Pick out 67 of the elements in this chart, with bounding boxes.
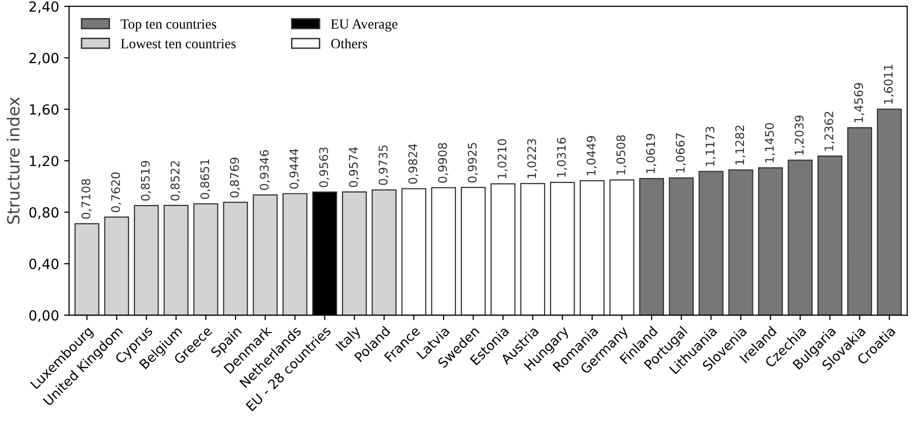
data-label: 0,9346 xyxy=(260,150,270,190)
data-label: 0,9444 xyxy=(289,148,300,189)
y-tick-label: 2,00 xyxy=(29,52,58,65)
bar xyxy=(460,186,486,316)
y-tick-label: 1,20 xyxy=(30,156,58,168)
data-label: 1,0449 xyxy=(586,136,597,176)
data-label: 0,8522 xyxy=(170,161,181,201)
bar xyxy=(223,202,248,316)
y-tick-label: 0,40 xyxy=(29,258,58,271)
bar xyxy=(342,191,367,316)
bar xyxy=(520,183,546,316)
bar xyxy=(431,187,456,316)
bar xyxy=(74,223,100,316)
data-label: 1,0508 xyxy=(616,135,626,174)
bar xyxy=(104,216,130,316)
data-label: 1,0223 xyxy=(527,139,538,178)
legend-label: EU Average xyxy=(331,19,398,32)
data-label: 1,1282 xyxy=(735,126,746,165)
y-tick-label: 0,80 xyxy=(29,207,58,220)
data-label: 1,2362 xyxy=(824,112,835,151)
legend-label: Top ten countries xyxy=(120,19,216,32)
data-label: 1,2039 xyxy=(794,116,805,155)
data-label: 0,7620 xyxy=(111,172,122,212)
bar xyxy=(609,179,634,316)
data-label: 0,9908 xyxy=(438,142,448,183)
data-label: 1,0667 xyxy=(676,133,686,172)
bar xyxy=(550,182,575,316)
bar xyxy=(817,156,842,316)
legend-label: Others xyxy=(331,38,368,48)
y-tick-label: 0,00 xyxy=(29,310,58,322)
data-label: 0,8519 xyxy=(140,160,151,201)
bar xyxy=(728,169,754,316)
y-tick-label: 2,40 xyxy=(29,1,58,14)
y-tick-label: 1,60 xyxy=(30,104,58,116)
bar xyxy=(282,193,308,316)
bar xyxy=(788,160,813,316)
data-label: 0,9925 xyxy=(468,142,478,182)
bar xyxy=(134,204,159,316)
data-label: 0,8651 xyxy=(200,159,210,199)
bar xyxy=(639,178,664,316)
data-label: 1,0619 xyxy=(646,134,656,174)
data-label: 1,0210 xyxy=(497,139,508,178)
bar xyxy=(668,177,694,316)
bar xyxy=(372,189,397,316)
bar xyxy=(876,108,902,316)
data-label: 1,1173 xyxy=(706,126,716,166)
bar xyxy=(698,170,724,316)
data-label: 0,9574 xyxy=(348,147,360,188)
bar xyxy=(164,204,189,316)
data-label: 0,8769 xyxy=(230,158,240,198)
bar xyxy=(490,183,516,316)
bar xyxy=(193,203,218,316)
bar xyxy=(758,167,783,316)
legend-label: Lowest ten countries xyxy=(120,38,236,48)
data-label: 1,6011 xyxy=(884,64,894,104)
data-label: 0,9563 xyxy=(319,148,330,188)
y-axis-title: Structure index xyxy=(6,97,20,224)
data-label: 0,9735 xyxy=(378,145,389,185)
data-label: 0,7108 xyxy=(81,179,92,219)
data-label: 0,9824 xyxy=(408,144,418,184)
bar xyxy=(580,180,605,316)
data-label: 1,0316 xyxy=(556,138,568,177)
bar xyxy=(847,127,872,316)
bar xyxy=(252,194,278,316)
bar xyxy=(401,188,426,316)
data-label: 1,1450 xyxy=(764,123,776,162)
data-label: 1,4569 xyxy=(854,83,864,122)
